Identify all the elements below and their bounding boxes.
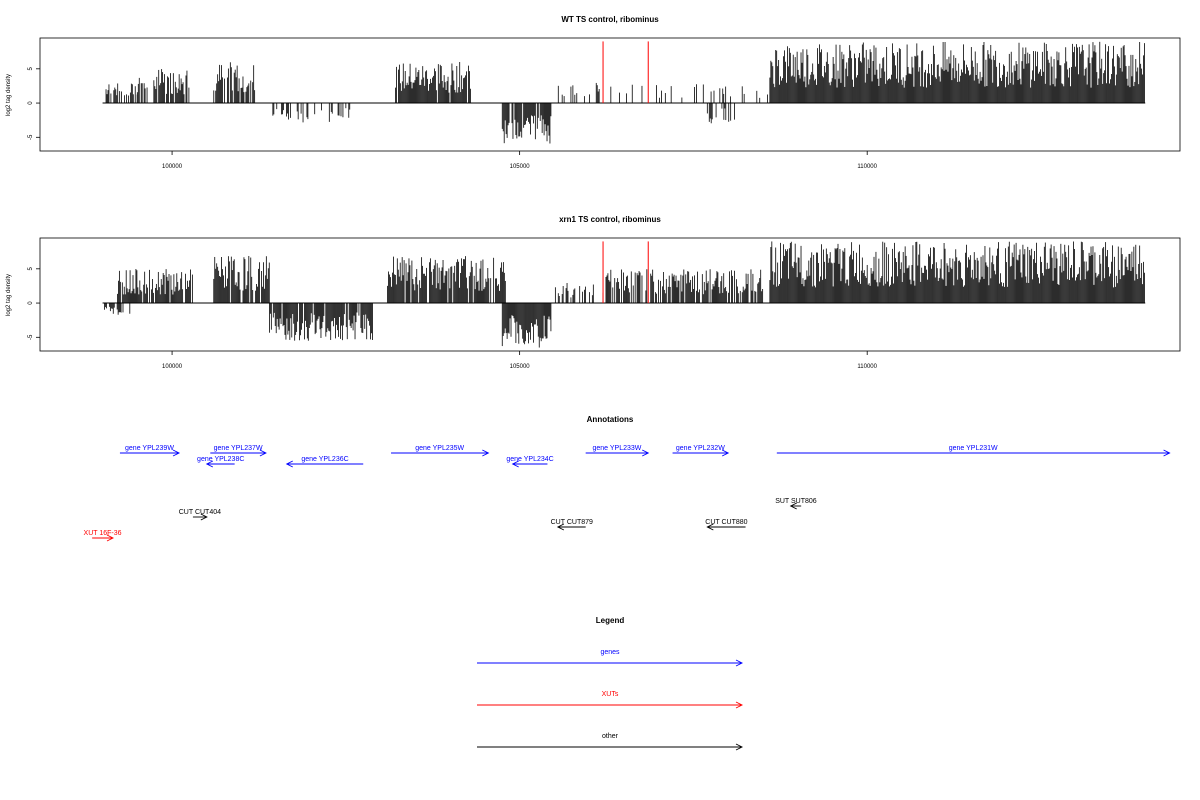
panel-title: xrn1 TS control, ribominus xyxy=(559,215,661,224)
legend-entry: XUTs xyxy=(477,691,744,709)
feature-arrowhead xyxy=(106,534,114,542)
feature-label: gene YPL231W xyxy=(949,445,998,452)
y-tick-label: 0 xyxy=(28,301,34,305)
legend-entry: other xyxy=(477,733,744,751)
legend-arrowhead xyxy=(735,659,744,667)
feature-label: gene YPL237W xyxy=(214,445,263,452)
feature-arrowhead xyxy=(205,460,214,468)
annotation-feature: gene YPL235W xyxy=(391,445,490,457)
feature-arrowhead xyxy=(1163,449,1171,457)
y-axis: -5 0 5 xyxy=(28,266,40,340)
annotations-panel: Annotations gene YPL239W gene YPL237Wgene… xyxy=(84,415,1171,542)
feature-arrowhead xyxy=(259,449,267,457)
feature-label: SUT SUT806 xyxy=(775,498,817,505)
annotation-feature: XUT 16F-36 xyxy=(84,530,122,542)
feature-label: gene YPL238C xyxy=(197,456,244,463)
x-tick-label: 100000 xyxy=(162,364,183,370)
annotation-features: gene YPL239W gene YPL237W gene YPL238C gene… xyxy=(84,445,1171,542)
coverage-bars xyxy=(102,41,1146,144)
plot-frame xyxy=(39,237,1181,352)
feature-label: CUT CUT880 xyxy=(705,519,747,526)
legend-arrowhead xyxy=(735,743,744,751)
annotation-feature: gene YPL238C xyxy=(197,456,244,468)
annotation-feature: gene YPL234C xyxy=(506,456,554,468)
annotation-feature: gene YPL233W xyxy=(585,445,650,457)
annotation-feature: SUT SUT806 xyxy=(775,498,817,510)
y-tick-label: 5 xyxy=(28,66,34,70)
x-tick-label: 110000 xyxy=(857,364,877,370)
x-axis: 100000 105000 110000 xyxy=(162,151,878,170)
annotation-feature: gene YPL236C xyxy=(285,456,364,468)
feature-arrowhead xyxy=(789,502,797,510)
feature-label: CUT CUT404 xyxy=(179,509,221,516)
legend-label: other xyxy=(602,733,619,740)
y-tick-label: -5 xyxy=(28,334,34,340)
feature-label: gene YPL234C xyxy=(506,456,553,463)
annotation-feature: gene YPL231W xyxy=(776,445,1171,457)
x-tick-label: 100000 xyxy=(162,164,183,170)
annotation-feature: gene YPL232W xyxy=(672,445,730,457)
feature-label: gene YPL239W xyxy=(125,445,174,452)
annotation-feature: CUT CUT880 xyxy=(705,519,748,531)
annotation-feature: CUT CUT404 xyxy=(179,509,221,521)
feature-arrowhead xyxy=(642,449,650,457)
feature-arrowhead xyxy=(285,460,293,468)
wt-coverage-panel: WT TS control, ribominus log2 tag densit… xyxy=(6,15,1181,170)
y-axis-label: log2 tag density xyxy=(6,74,12,116)
feature-label: gene YPL236C xyxy=(301,456,348,463)
annotation-feature: gene YPL237W xyxy=(210,445,267,457)
feature-arrowhead xyxy=(721,449,730,457)
legend-entry: genes xyxy=(477,649,744,667)
legend-label: XUTs xyxy=(602,691,619,698)
feature-arrowhead xyxy=(200,513,208,521)
feature-label: CUT CUT879 xyxy=(551,519,593,526)
y-axis: -5 0 5 xyxy=(28,66,40,140)
feature-label: gene YPL233W xyxy=(592,445,641,452)
x-tick-label: 105000 xyxy=(510,364,531,370)
legend: Legend genes XUTs other xyxy=(477,616,744,751)
annotation-feature: CUT CUT879 xyxy=(551,519,593,531)
coverage-bars xyxy=(102,241,1146,348)
feature-arrowhead xyxy=(172,449,181,457)
x-tick-label: 110000 xyxy=(857,164,877,170)
feature-label: gene YPL235W xyxy=(415,445,464,452)
feature-arrowhead xyxy=(511,460,519,468)
annotations-title: Annotations xyxy=(587,415,634,424)
legend-arrowhead xyxy=(735,701,744,709)
legend-entries: genes XUTs other xyxy=(477,649,744,751)
panel-title: WT TS control, ribominus xyxy=(561,15,659,24)
xrn1-coverage-panel: xrn1 TS control, ribominus log2 tag dens… xyxy=(6,215,1181,370)
y-tick-label: -5 xyxy=(28,134,34,140)
annotation-feature: gene YPL239W xyxy=(119,445,181,457)
feature-arrowhead xyxy=(482,449,490,457)
y-tick-label: 0 xyxy=(28,101,34,105)
feature-arrowhead xyxy=(706,523,714,531)
feature-label: XUT 16F-36 xyxy=(84,530,122,537)
legend-title: Legend xyxy=(596,616,625,625)
y-axis-label: log2 tag density xyxy=(6,274,12,316)
feature-arrowhead xyxy=(556,523,565,531)
legend-label: genes xyxy=(600,649,620,656)
x-axis: 100000 105000 110000 xyxy=(162,351,878,370)
y-tick-label: 5 xyxy=(28,266,34,270)
plot-frame xyxy=(39,37,1181,152)
feature-label: gene YPL232W xyxy=(676,445,725,452)
x-tick-label: 105000 xyxy=(510,164,531,170)
